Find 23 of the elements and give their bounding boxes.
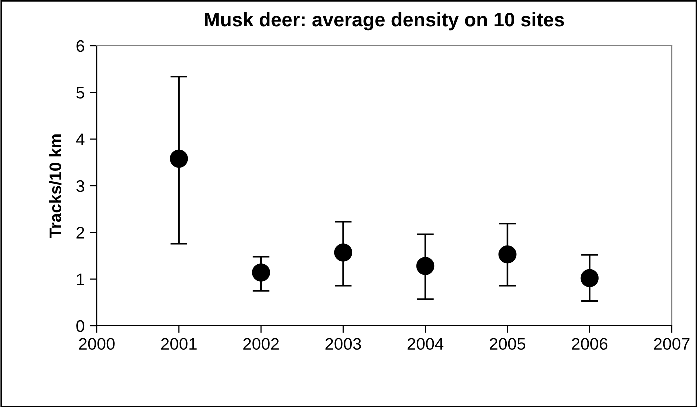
x-tick-label: 2002	[244, 338, 279, 350]
x-tick-label: 2006	[572, 338, 608, 350]
y-tick-label: 4	[76, 134, 85, 146]
y-tick-label: 3	[76, 180, 84, 192]
y-tick-label: 2	[76, 227, 84, 239]
y-tick-label: 6	[76, 40, 84, 52]
x-tick-label: 2003	[326, 338, 362, 350]
x-tick-label: 2005	[490, 338, 526, 350]
point	[498, 246, 517, 264]
y-axis-title: Tracks/10 km	[49, 134, 62, 238]
point	[416, 257, 435, 276]
x-tick-label: 2004	[408, 338, 444, 350]
x-tick-label: 2001	[161, 338, 197, 350]
y-tick-label: 5	[76, 87, 84, 99]
point	[580, 269, 599, 288]
point	[170, 150, 188, 168]
point	[252, 264, 270, 282]
y-tick-label: 1	[77, 274, 84, 286]
x-tick-label: 2000	[79, 338, 115, 350]
point	[334, 244, 352, 262]
chart-title: Musk deer: average density on 10 sites	[205, 12, 564, 31]
x-tick-label: 2007	[654, 338, 690, 350]
y-tick-label: 0	[76, 320, 85, 332]
